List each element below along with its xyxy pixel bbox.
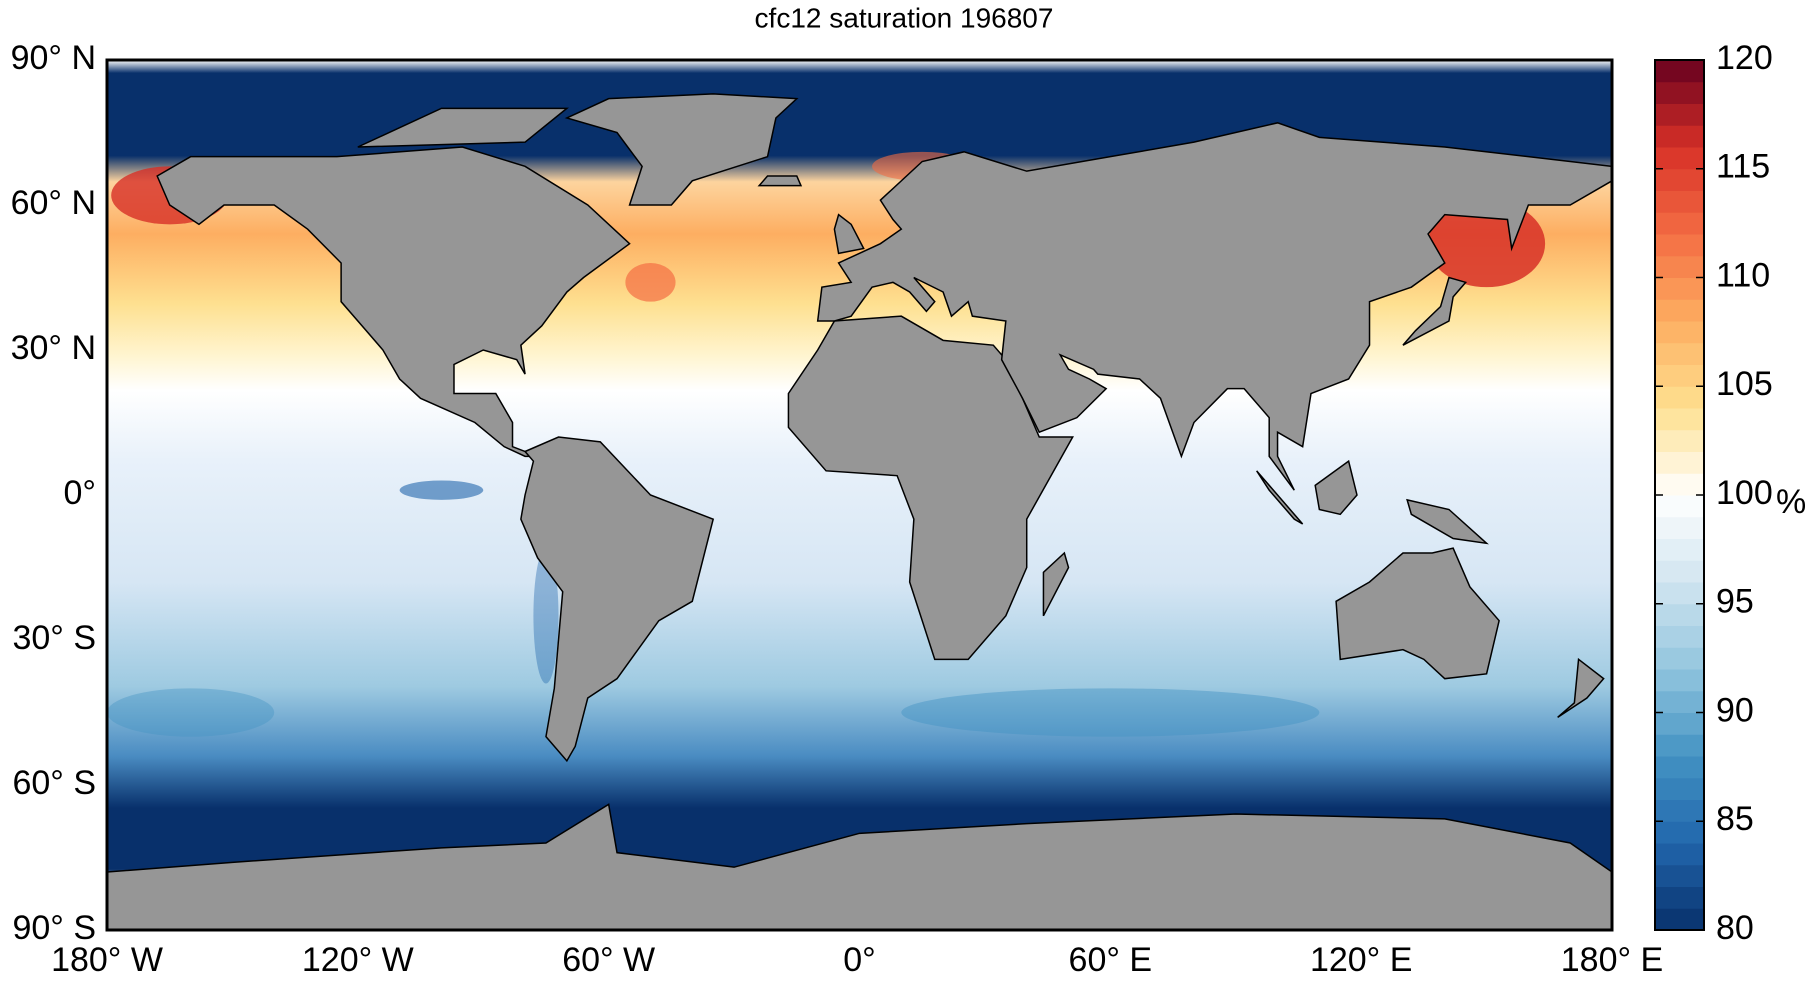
colorbar-tick-label: 80	[1716, 909, 1754, 947]
map-frame	[105, 58, 1614, 932]
land	[1042, 551, 1070, 617]
colorbar-step	[1655, 451, 1704, 474]
colorbar-step	[1655, 669, 1704, 692]
colorbar-step	[1655, 168, 1704, 191]
colorbar-step	[1655, 255, 1704, 278]
y-tick-label: 90° N	[11, 39, 96, 77]
land	[816, 122, 1612, 491]
map	[107, 60, 1612, 930]
colorbar-tick-label: 115	[1716, 148, 1770, 186]
x-tick-label: 180° E	[1561, 941, 1663, 979]
colorbar-step	[1655, 408, 1704, 431]
colorbar-step	[1655, 321, 1704, 344]
x-tick-label: 120° E	[1310, 941, 1412, 979]
colorbar-step	[1655, 582, 1704, 605]
ocean-patch	[533, 548, 559, 684]
x-tick-label: 60° W	[562, 941, 655, 979]
colorbar-step	[1655, 364, 1704, 387]
colorbar-step	[1655, 560, 1704, 583]
land	[1557, 657, 1605, 718]
land	[357, 107, 569, 148]
colorbar-step	[1655, 647, 1704, 670]
ocean-patch	[399, 480, 484, 500]
colorbar-step	[1655, 864, 1704, 887]
colorbar-tick-label: 105	[1716, 365, 1773, 403]
colorbar-step	[1655, 603, 1704, 626]
colorbar-step	[1655, 299, 1704, 322]
colorbar-step	[1655, 277, 1704, 300]
colorbar-step	[1655, 886, 1704, 909]
colorbar-step	[1655, 234, 1704, 257]
y-tick-label: 30° S	[12, 619, 96, 657]
colorbar-tick-label: 110	[1716, 256, 1770, 294]
colorbar-step	[1655, 821, 1704, 844]
y-tick-label: 60° S	[12, 764, 96, 802]
colorbar-step	[1655, 516, 1704, 539]
colorbar-step	[1655, 473, 1704, 496]
colorbar-step	[1655, 125, 1704, 148]
colorbar-step	[1655, 712, 1704, 735]
colorbar-tick-label: 120	[1716, 39, 1773, 77]
colorbar-step	[1655, 342, 1704, 365]
colorbar-step	[1655, 777, 1704, 800]
land	[107, 803, 1612, 930]
colorbar-step	[1655, 690, 1704, 713]
title: cfc12 saturation 196807	[755, 2, 1054, 33]
colorbar-tick-label: 85	[1716, 800, 1754, 838]
x-tick-label: 0°	[843, 941, 876, 979]
x-tick-label: 60° E	[1069, 941, 1153, 979]
colorbar-step	[1655, 103, 1704, 126]
colorbar-step	[1655, 843, 1704, 866]
ocean-patch	[625, 263, 676, 302]
ocean-patch	[107, 688, 275, 737]
colorbar-unit: %	[1776, 483, 1806, 521]
colorbar-step	[1655, 147, 1704, 170]
land	[1406, 498, 1489, 545]
ocean-patch	[901, 688, 1320, 737]
y-tick-label: 60° N	[11, 184, 96, 222]
colorbar-step	[1655, 495, 1704, 518]
colorbar-step	[1655, 212, 1704, 235]
colorbar-step	[1655, 190, 1704, 213]
colorbar-step	[1655, 625, 1704, 648]
colorbar-step	[1655, 734, 1704, 757]
x-tick-label: 180° W	[51, 941, 163, 979]
land	[757, 175, 803, 187]
y-tick-label: 30° N	[11, 329, 96, 367]
land	[833, 213, 865, 255]
land	[787, 315, 1074, 661]
land	[520, 436, 715, 763]
land	[1335, 547, 1500, 680]
land	[1314, 459, 1358, 516]
colorbar-step	[1655, 386, 1704, 409]
land	[156, 146, 631, 458]
colorbar-step	[1655, 429, 1704, 452]
x-tick-label: 120° W	[302, 941, 414, 979]
land	[1402, 276, 1468, 346]
colorbar-tick-label: 95	[1716, 583, 1754, 621]
y-tick-label: 90° S	[12, 909, 96, 947]
colorbar-step	[1655, 799, 1704, 822]
colorbar-tick-label: 100	[1716, 474, 1773, 512]
colorbar-step	[1655, 756, 1704, 779]
colorbar-step	[1655, 81, 1704, 104]
colorbar-step	[1655, 538, 1704, 561]
land	[564, 93, 799, 206]
colorbar-step	[1655, 60, 1704, 83]
colorbar-tick-label: 90	[1716, 691, 1754, 729]
land	[1256, 470, 1304, 525]
colorbar-step	[1655, 908, 1704, 931]
y-tick-label: 0°	[63, 474, 96, 512]
